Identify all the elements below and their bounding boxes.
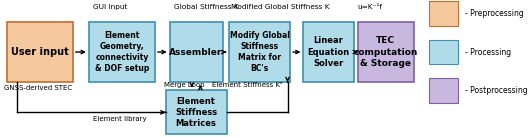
- FancyBboxPatch shape: [429, 78, 458, 103]
- FancyBboxPatch shape: [429, 1, 458, 26]
- FancyBboxPatch shape: [89, 22, 155, 82]
- Text: Element library: Element library: [93, 116, 146, 122]
- Text: - Postprocessing: - Postprocessing: [465, 86, 527, 95]
- Text: User input: User input: [11, 47, 68, 57]
- Text: GUI input: GUI input: [93, 4, 127, 10]
- Text: Modified Global Stiffness K: Modified Global Stiffness K: [231, 4, 329, 10]
- Text: GNSS-derived STEC: GNSS-derived STEC: [4, 85, 73, 91]
- Text: u=K⁻¹f: u=K⁻¹f: [357, 4, 382, 10]
- Text: Element
Geometry,
connectivity
& DOF setup: Element Geometry, connectivity & DOF set…: [95, 31, 149, 73]
- FancyBboxPatch shape: [229, 22, 290, 82]
- Text: Element
Stiffness
Matrices: Element Stiffness Matrices: [175, 97, 217, 128]
- FancyBboxPatch shape: [170, 22, 223, 82]
- Text: Element Stiffness Kᵉ: Element Stiffness Kᵉ: [212, 82, 283, 88]
- Text: Global Stiffness K: Global Stiffness K: [174, 4, 238, 10]
- Text: Merge Loop: Merge Loop: [164, 82, 205, 88]
- Text: - Processing: - Processing: [465, 48, 511, 57]
- FancyBboxPatch shape: [303, 22, 354, 82]
- FancyBboxPatch shape: [6, 22, 73, 82]
- FancyBboxPatch shape: [358, 22, 413, 82]
- Text: Modify Global
Stiffness
Matrix for
BC's: Modify Global Stiffness Matrix for BC's: [230, 31, 289, 73]
- Text: TEC
computation
& Storage: TEC computation & Storage: [354, 36, 418, 68]
- FancyBboxPatch shape: [165, 90, 227, 134]
- Text: Linear
Equation
Solver: Linear Equation Solver: [307, 36, 350, 68]
- FancyBboxPatch shape: [429, 40, 458, 64]
- Text: Assembler: Assembler: [170, 48, 223, 57]
- Text: - Preprocessing: - Preprocessing: [465, 9, 524, 18]
